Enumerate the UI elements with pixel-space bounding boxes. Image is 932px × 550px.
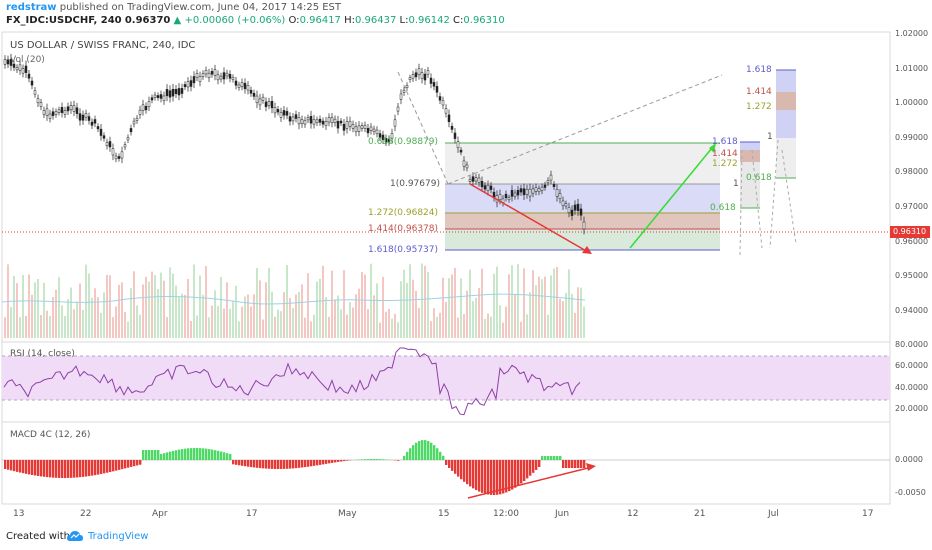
macd-histogram [4, 440, 586, 495]
time-tick-9: 12 [627, 509, 639, 519]
time-tick-6: 15 [438, 509, 450, 519]
low-label: L: [399, 15, 409, 26]
change-value: +0.00060 (+0.06%) [184, 15, 286, 26]
price-tick-7: 0.96000 [895, 237, 929, 246]
current-price-tag [890, 226, 930, 238]
fib-mid-column[interactable] [740, 141, 760, 209]
close-label: C: [453, 15, 464, 26]
rsi-line [3, 347, 581, 416]
fib-label-1618: 1.618(0.95737) [368, 245, 439, 255]
chart-header: redstraw published on TradingView.com, J… [0, 0, 932, 30]
time-tick-12: 17 [862, 509, 874, 519]
low-value: 0.96142 [408, 15, 450, 26]
right-fib-1618: 1.618 [746, 65, 772, 75]
up-arrow-icon: ▲ [173, 15, 182, 26]
fib-zone-0618-1 [445, 143, 720, 184]
fib-label-1: 1(0.97679) [390, 179, 440, 189]
rsi-tick-80: 80.0000 [895, 340, 929, 349]
price-tick-5: 0.98000 [895, 167, 929, 176]
dashed-projection-4 [781, 149, 797, 245]
arrow-down-red[interactable] [469, 183, 592, 254]
fib-main-zones[interactable] [445, 142, 720, 251]
right-fib-0618: 0.618 [746, 173, 772, 183]
volume-bars [4, 263, 585, 338]
price-tick-8: 0.95000 [895, 271, 929, 280]
dashed-projection-3 [769, 139, 779, 249]
macd-tick-0: 0.0000 [895, 455, 923, 464]
tradingview-cloud-icon[interactable] [66, 529, 84, 543]
macd-divergence-arrow[interactable] [467, 463, 596, 499]
last-price: 0.96370 [124, 15, 171, 26]
time-tick-11: Jul [768, 509, 779, 519]
symbol-label: FX_IDC:USDCHF, 240 [6, 15, 122, 26]
dashed-trend-line[interactable] [447, 74, 723, 185]
symbol-title: US DOLLAR / SWISS FRANC, 240, IDC [10, 40, 196, 51]
mid-zone-d [740, 184, 760, 208]
time-tick-10: 21 [694, 509, 706, 519]
fib-label-1272: 1.272(0.96824) [368, 208, 439, 218]
right-zone-b [776, 92, 796, 110]
macd-title: MACD 4C (12, 26) [10, 430, 91, 440]
fib-zone-1272-1414 [445, 213, 720, 229]
footer: Created with TradingView [0, 526, 932, 550]
right-fib-1272: 1.272 [746, 102, 772, 112]
mid-zone-a [740, 142, 760, 150]
fib-label-1414: 1.414(0.96378) [368, 224, 439, 234]
time-tick-8: Jun [555, 509, 570, 519]
footer-created-text: Created with [6, 531, 70, 542]
right-zone-a [776, 70, 796, 92]
author-link[interactable]: redstraw [6, 2, 57, 13]
publish-text: published on TradingView.com, June 04, 2… [59, 2, 342, 13]
mid-fib-0618: 0.618 [710, 203, 736, 213]
close-value: 0.96310 [463, 15, 505, 26]
price-tick-3: 1.00000 [895, 98, 929, 107]
price-tick-4: 0.99000 [895, 133, 929, 142]
volume-ma-line [1, 293, 586, 305]
time-tick-7: 12:00 [493, 509, 519, 519]
fib-right-column[interactable] [776, 69, 796, 179]
tradingview-link[interactable]: TradingView [88, 531, 149, 542]
arrow-up-green[interactable] [629, 143, 716, 249]
mid-fib-1: 1 [733, 179, 739, 189]
mid-fib-1618: 1.618 [712, 137, 738, 147]
rsi-tick-60: 60.0000 [895, 361, 929, 370]
rsi-title: RSI (14, close) [10, 349, 75, 359]
rsi-tick-40: 40.0000 [895, 383, 929, 392]
fib-zone-1414-1618 [445, 229, 720, 250]
right-fib-1: 1 [767, 132, 773, 142]
price-candles [3, 53, 586, 235]
right-zone-c [776, 110, 796, 138]
mid-zone-c [740, 162, 760, 184]
publish-line: redstraw published on TradingView.com, J… [6, 2, 341, 13]
mid-zone-b [740, 150, 760, 162]
right-zone-d [776, 138, 796, 178]
time-tick-2: 22 [80, 509, 92, 519]
price-tick-2: 1.01000 [895, 64, 929, 73]
macd-tick-neg: -0.0050 [895, 488, 926, 497]
open-label: O: [288, 15, 300, 26]
price-tick-1: 1.02000 [895, 29, 929, 38]
rsi-tick-20: 20.0000 [895, 404, 929, 413]
mid-fib-1414: 1.414 [712, 149, 738, 159]
time-tick-4: 17 [246, 509, 258, 519]
time-tick-1: 13 [13, 509, 25, 519]
ohlc-line: FX_IDC:USDCHF, 240 0.96370 ▲ +0.00060 (+… [6, 15, 505, 26]
price-tick-9: 0.94000 [895, 306, 929, 315]
dashed-projection-2 [751, 149, 763, 249]
right-fib-1414: 1.414 [746, 87, 772, 97]
chart-canvas[interactable] [0, 30, 932, 526]
rsi-band [2, 356, 890, 400]
high-value: 0.96437 [355, 15, 397, 26]
high-label: H: [344, 15, 355, 26]
time-tick-3: Apr [152, 509, 168, 519]
price-tick-6: 0.97000 [895, 202, 929, 211]
current-price-tag-label: 0.96310 [893, 227, 927, 236]
fib-anchor-line[interactable] [397, 71, 449, 185]
volume-label: Vol (20) [10, 55, 45, 65]
time-tick-5: May [338, 509, 357, 519]
open-value: 0.96417 [299, 15, 341, 26]
mid-fib-1272: 1.272 [712, 159, 738, 169]
fib-label-0618: 0.618(0.98879) [368, 137, 439, 147]
